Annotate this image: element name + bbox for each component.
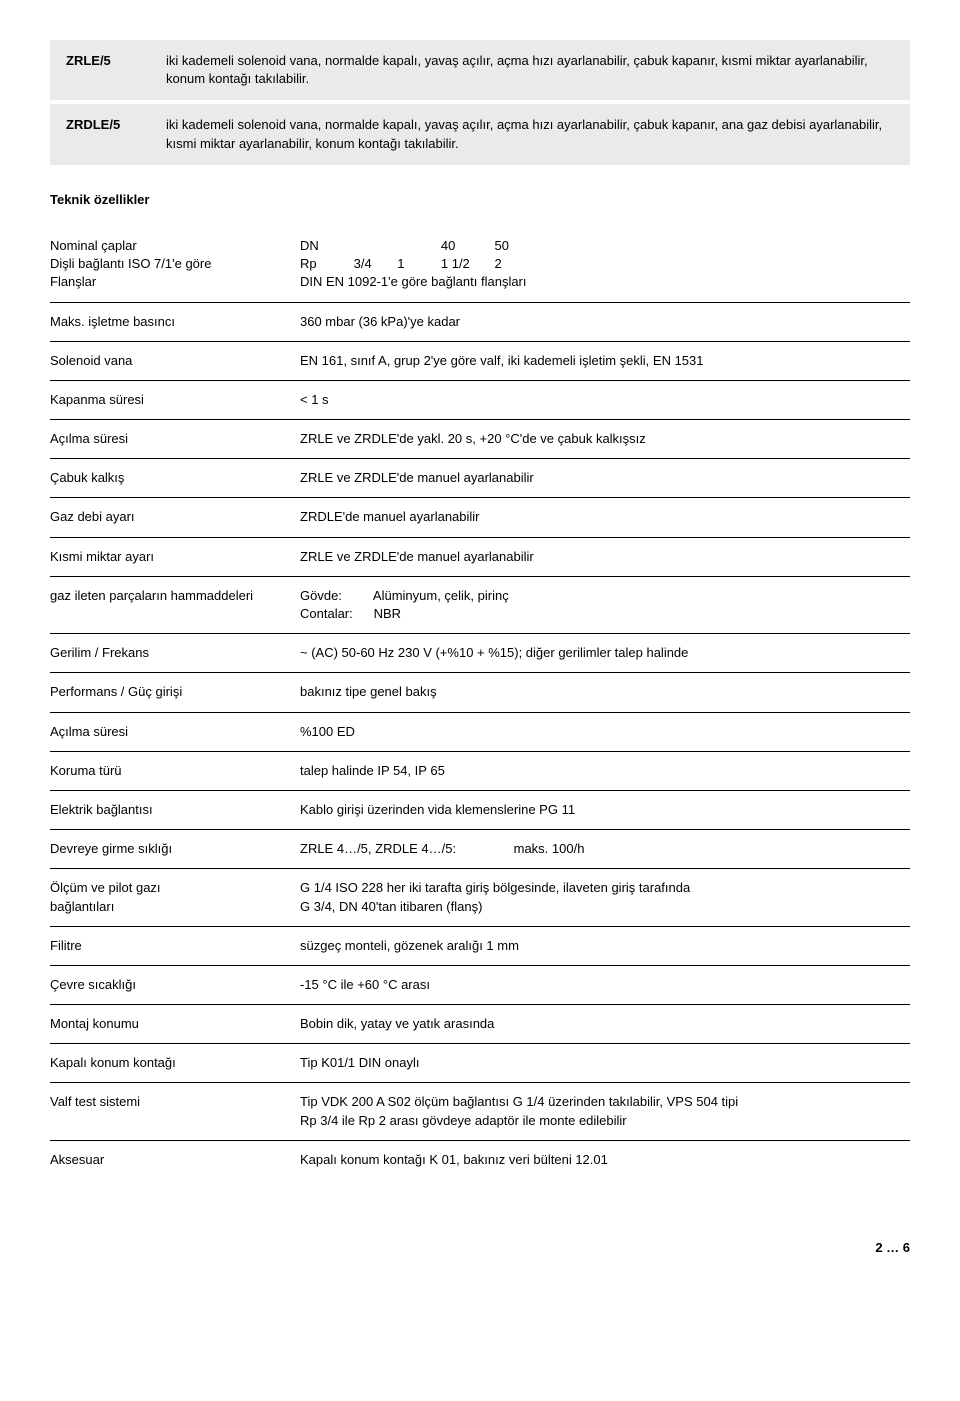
spec-value: Tip K01/1 DIN onaylı bbox=[300, 1054, 910, 1072]
spec-label: Performans / Güç girişi bbox=[50, 683, 300, 701]
spec-value: ZRLE ve ZRDLE'de manuel ayarlanabilir bbox=[300, 548, 910, 566]
spec-label: Açılma süresi bbox=[50, 430, 300, 448]
spec-nominal: Nominal çaplar Dişli bağlantı ISO 7/1'e … bbox=[50, 227, 910, 303]
spec-open-time-1: Açılma süresi ZRLE ve ZRDLE'de yakl. 20 … bbox=[50, 420, 910, 459]
spec-label: Kısmi miktar ayarı bbox=[50, 548, 300, 566]
spec-label: Gaz debi ayarı bbox=[50, 508, 300, 526]
spec-value: EN 161, sınıf A, grup 2'ye göre valf, ik… bbox=[300, 352, 910, 370]
type-block-zrdle: ZRDLE/5 iki kademeli solenoid vana, norm… bbox=[50, 104, 910, 164]
spec-label: Kapalı konum kontağı bbox=[50, 1054, 300, 1072]
spec-ambient: Çevre sıcaklığı -15 °C ile +60 °C arası bbox=[50, 966, 910, 1005]
spec-value: < 1 s bbox=[300, 391, 910, 409]
spec-label: Çabuk kalkış bbox=[50, 469, 300, 487]
spec-value: talep halinde IP 54, IP 65 bbox=[300, 762, 910, 780]
spec-value: Gövde: Alüminyum, çelik, pirinç Contalar… bbox=[300, 587, 910, 623]
spec-label: gaz ileten parçaların hammaddeleri bbox=[50, 587, 300, 623]
spec-label: Maks. işletme basıncı bbox=[50, 313, 300, 331]
spec-voltage: Gerilim / Frekans ~ (AC) 50-60 Hz 230 V … bbox=[50, 634, 910, 673]
spec-label: Ölçüm ve pilot gazı bağlantıları bbox=[50, 879, 300, 915]
spec-gas-flow: Gaz debi ayarı ZRDLE'de manuel ayarlanab… bbox=[50, 498, 910, 537]
type-block-zrle: ZRLE/5 iki kademeli solenoid vana, norma… bbox=[50, 40, 910, 100]
spec-label: Çevre sıcaklığı bbox=[50, 976, 300, 994]
spec-label: Koruma türü bbox=[50, 762, 300, 780]
spec-value: ZRLE 4…/5, ZRDLE 4…/5: maks. 100/h bbox=[300, 840, 910, 858]
type-code: ZRDLE/5 bbox=[66, 116, 166, 152]
spec-value: Kapalı konum kontağı K 01, bakınız veri … bbox=[300, 1151, 910, 1169]
spec-label: Devreye girme sıklığı bbox=[50, 840, 300, 858]
spec-switching: Devreye girme sıklığı ZRLE 4…/5, ZRDLE 4… bbox=[50, 830, 910, 869]
spec-value: Bobin dik, yatay ve yatık arasında bbox=[300, 1015, 910, 1033]
spec-max-pressure: Maks. işletme basıncı 360 mbar (36 kPa)'… bbox=[50, 303, 910, 342]
spec-accessory: Aksesuar Kapalı konum kontağı K 01, bakı… bbox=[50, 1141, 910, 1179]
spec-value: Kablo girişi üzerinden vida klemenslerin… bbox=[300, 801, 910, 819]
type-desc: iki kademeli solenoid vana, normalde kap… bbox=[166, 52, 894, 88]
spec-value: bakınız tipe genel bakış bbox=[300, 683, 910, 701]
spec-label: Solenoid vana bbox=[50, 352, 300, 370]
spec-label: Gerilim / Frekans bbox=[50, 644, 300, 662]
type-desc: iki kademeli solenoid vana, normalde kap… bbox=[166, 116, 894, 152]
spec-value: ZRDLE'de manuel ayarlanabilir bbox=[300, 508, 910, 526]
spec-quick-start: Çabuk kalkış ZRLE ve ZRDLE'de manuel aya… bbox=[50, 459, 910, 498]
spec-protection: Koruma türü talep halinde IP 54, IP 65 bbox=[50, 752, 910, 791]
spec-power: Performans / Güç girişi bakınız tipe gen… bbox=[50, 673, 910, 712]
spec-closed: Kapalı konum kontağı Tip K01/1 DIN onayl… bbox=[50, 1044, 910, 1083]
spec-label: Açılma süresi bbox=[50, 723, 300, 741]
spec-value: Tip VDK 200 A S02 ölçüm bağlantısı G 1/4… bbox=[300, 1093, 910, 1129]
spec-value: DN 40 50 Rp 3/4 1 1 1/2 2 DIN EN 1092-1'… bbox=[300, 237, 910, 292]
spec-label: Nominal çaplar Dişli bağlantı ISO 7/1'e … bbox=[50, 237, 300, 292]
spec-close-time: Kapanma süresi < 1 s bbox=[50, 381, 910, 420]
spec-value: -15 °C ile +60 °C arası bbox=[300, 976, 910, 994]
spec-filter: Filitre süzgeç monteli, gözenek aralığı … bbox=[50, 927, 910, 966]
spec-open-time-2: Açılma süresi %100 ED bbox=[50, 713, 910, 752]
spec-value: 360 mbar (36 kPa)'ye kadar bbox=[300, 313, 910, 331]
type-code: ZRLE/5 bbox=[66, 52, 166, 88]
spec-materials: gaz ileten parçaların hammaddeleri Gövde… bbox=[50, 577, 910, 634]
spec-value: ~ (AC) 50-60 Hz 230 V (+%10 + %15); diğe… bbox=[300, 644, 910, 662]
spec-mounting: Montaj konumu Bobin dik, yatay ve yatık … bbox=[50, 1005, 910, 1044]
spec-label: Aksesuar bbox=[50, 1151, 300, 1169]
spec-label: Montaj konumu bbox=[50, 1015, 300, 1033]
section-title: Teknik özellikler bbox=[50, 191, 910, 209]
spec-value: ZRLE ve ZRDLE'de manuel ayarlanabilir bbox=[300, 469, 910, 487]
spec-electric: Elektrik bağlantısı Kablo girişi üzerind… bbox=[50, 791, 910, 830]
spec-measurement: Ölçüm ve pilot gazı bağlantıları G 1/4 I… bbox=[50, 869, 910, 926]
spec-label: Valf test sistemi bbox=[50, 1093, 300, 1129]
spec-partial: Kısmi miktar ayarı ZRLE ve ZRDLE'de manu… bbox=[50, 538, 910, 577]
spec-label: Filitre bbox=[50, 937, 300, 955]
page-number: 2 … 6 bbox=[50, 1239, 910, 1257]
spec-value: ZRLE ve ZRDLE'de yakl. 20 s, +20 °C'de v… bbox=[300, 430, 910, 448]
spec-label: Elektrik bağlantısı bbox=[50, 801, 300, 819]
spec-value: G 1/4 ISO 228 her iki tarafta giriş bölg… bbox=[300, 879, 910, 915]
spec-solenoid: Solenoid vana EN 161, sınıf A, grup 2'ye… bbox=[50, 342, 910, 381]
spec-label: Kapanma süresi bbox=[50, 391, 300, 409]
spec-value: %100 ED bbox=[300, 723, 910, 741]
spec-valve-test: Valf test sistemi Tip VDK 200 A S02 ölçü… bbox=[50, 1083, 910, 1140]
spec-value: süzgeç monteli, gözenek aralığı 1 mm bbox=[300, 937, 910, 955]
